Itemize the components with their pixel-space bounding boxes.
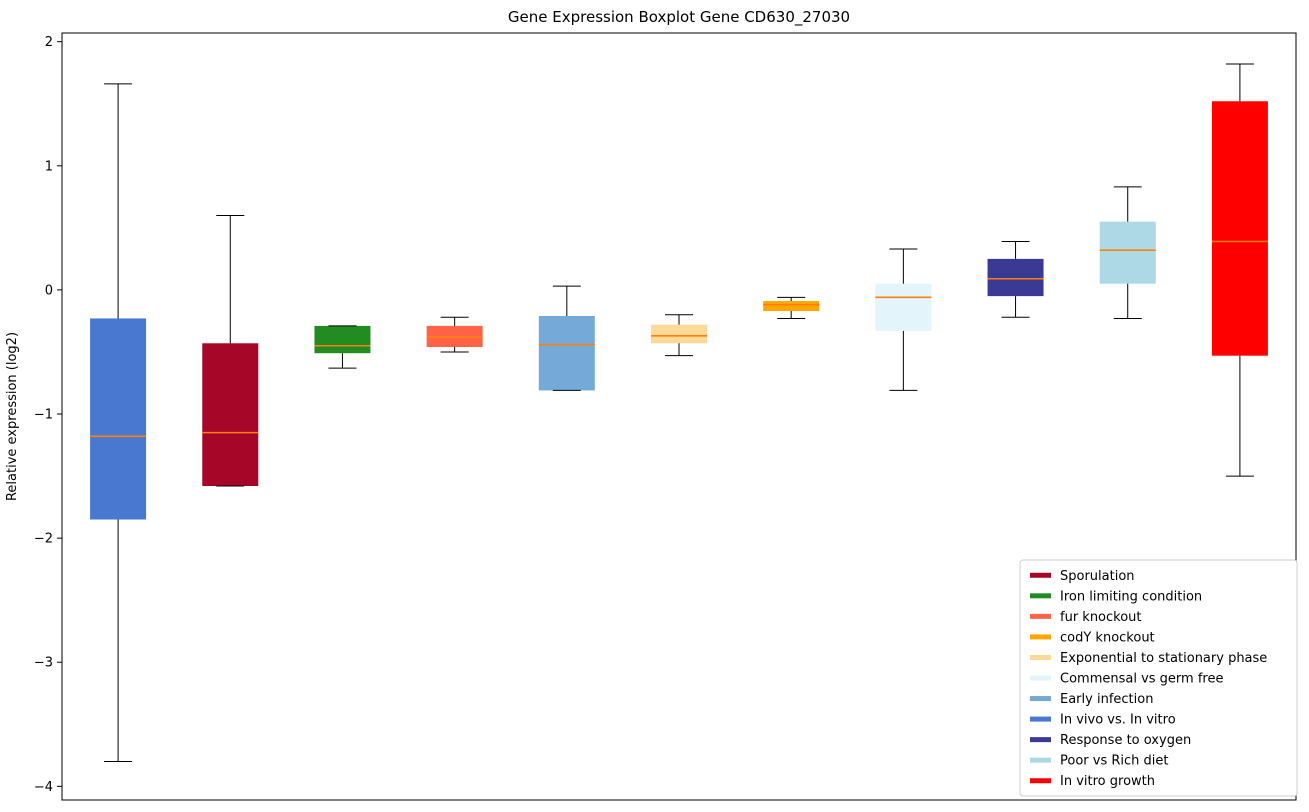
legend-swatch [1030, 572, 1051, 578]
legend-item: Commensal vs germ free [1030, 672, 1223, 687]
legend-swatch [1030, 696, 1051, 702]
y-tick-label: 0 [45, 283, 53, 298]
legend-swatch [1030, 757, 1051, 763]
box-in-vivo-vs-in-vitro [90, 83, 147, 763]
box-iron-limiting-condition [314, 325, 371, 369]
box-cody-knockout [763, 296, 820, 319]
box-body [90, 318, 147, 520]
y-tick-label: −3 [34, 656, 53, 671]
legend-label: Sporulation [1060, 569, 1135, 584]
legend-label: codY knockout [1060, 630, 1155, 645]
box-body [651, 324, 707, 344]
box-body [875, 283, 932, 331]
legend-item: In vivo vs. In vitro [1030, 713, 1176, 728]
legend-label: Poor vs Rich diet [1060, 754, 1168, 769]
box-body [314, 325, 371, 354]
box-early-infection [538, 285, 595, 391]
legend-swatch [1030, 737, 1051, 743]
box-commensal-vs-germ-free [875, 248, 932, 391]
legend-swatch [1030, 778, 1051, 784]
legend-swatch [1030, 613, 1051, 619]
legend-item: codY knockout [1030, 630, 1155, 645]
y-tick-label: −1 [34, 408, 53, 423]
legend-swatch [1030, 654, 1051, 660]
box-body [763, 301, 820, 312]
box-fur-knockout [426, 316, 483, 353]
legend-label: Exponential to stationary phase [1060, 651, 1267, 666]
y-tick-label: −4 [34, 780, 53, 795]
legend-swatch [1030, 716, 1051, 722]
legend-item: Exponential to stationary phase [1030, 651, 1267, 666]
legend-item: fur knockout [1030, 610, 1142, 625]
legend-item: Poor vs Rich diet [1030, 754, 1168, 769]
legend-box [1019, 559, 1298, 797]
box-body [987, 258, 1044, 297]
plot-frame [61, 32, 1297, 801]
legend-label: fur knockout [1060, 610, 1142, 625]
box-in-vitro-growth [1211, 63, 1268, 477]
box-body [1211, 101, 1268, 356]
y-axis-label: Relative expression (log2) [5, 332, 20, 501]
y-tick-label: −2 [34, 532, 53, 547]
box-poor-vs-rich-diet [1099, 186, 1156, 319]
box-exponential-to-stationary-phase [651, 314, 707, 357]
box-sporulation [202, 214, 259, 487]
legend-label: In vivo vs. In vitro [1060, 713, 1176, 728]
legend-swatch [1030, 634, 1051, 640]
legend-item: Early infection [1030, 692, 1153, 707]
box-body [202, 343, 259, 487]
y-tick-label: 2 [45, 35, 53, 50]
box-body [538, 315, 595, 391]
legend-swatch [1030, 675, 1051, 681]
chart-title: Gene Expression Boxplot Gene CD630_27030 [508, 8, 850, 27]
legend-swatch [1030, 593, 1051, 599]
legend-label: In vitro growth [1060, 774, 1155, 789]
legend-label: Iron limiting condition [1060, 589, 1202, 604]
legend-item: In vitro growth [1030, 774, 1155, 789]
legend-item: Sporulation [1030, 569, 1135, 584]
legend-label: Early infection [1060, 692, 1153, 707]
box-body [1099, 221, 1156, 284]
y-tick-label: 1 [45, 159, 53, 174]
legend-label: Commensal vs germ free [1060, 672, 1223, 687]
legend-item: Response to oxygen [1030, 733, 1191, 748]
legend-label: Response to oxygen [1060, 733, 1191, 748]
legend-item: Iron limiting condition [1030, 589, 1202, 604]
box-response-to-oxygen [987, 241, 1044, 318]
